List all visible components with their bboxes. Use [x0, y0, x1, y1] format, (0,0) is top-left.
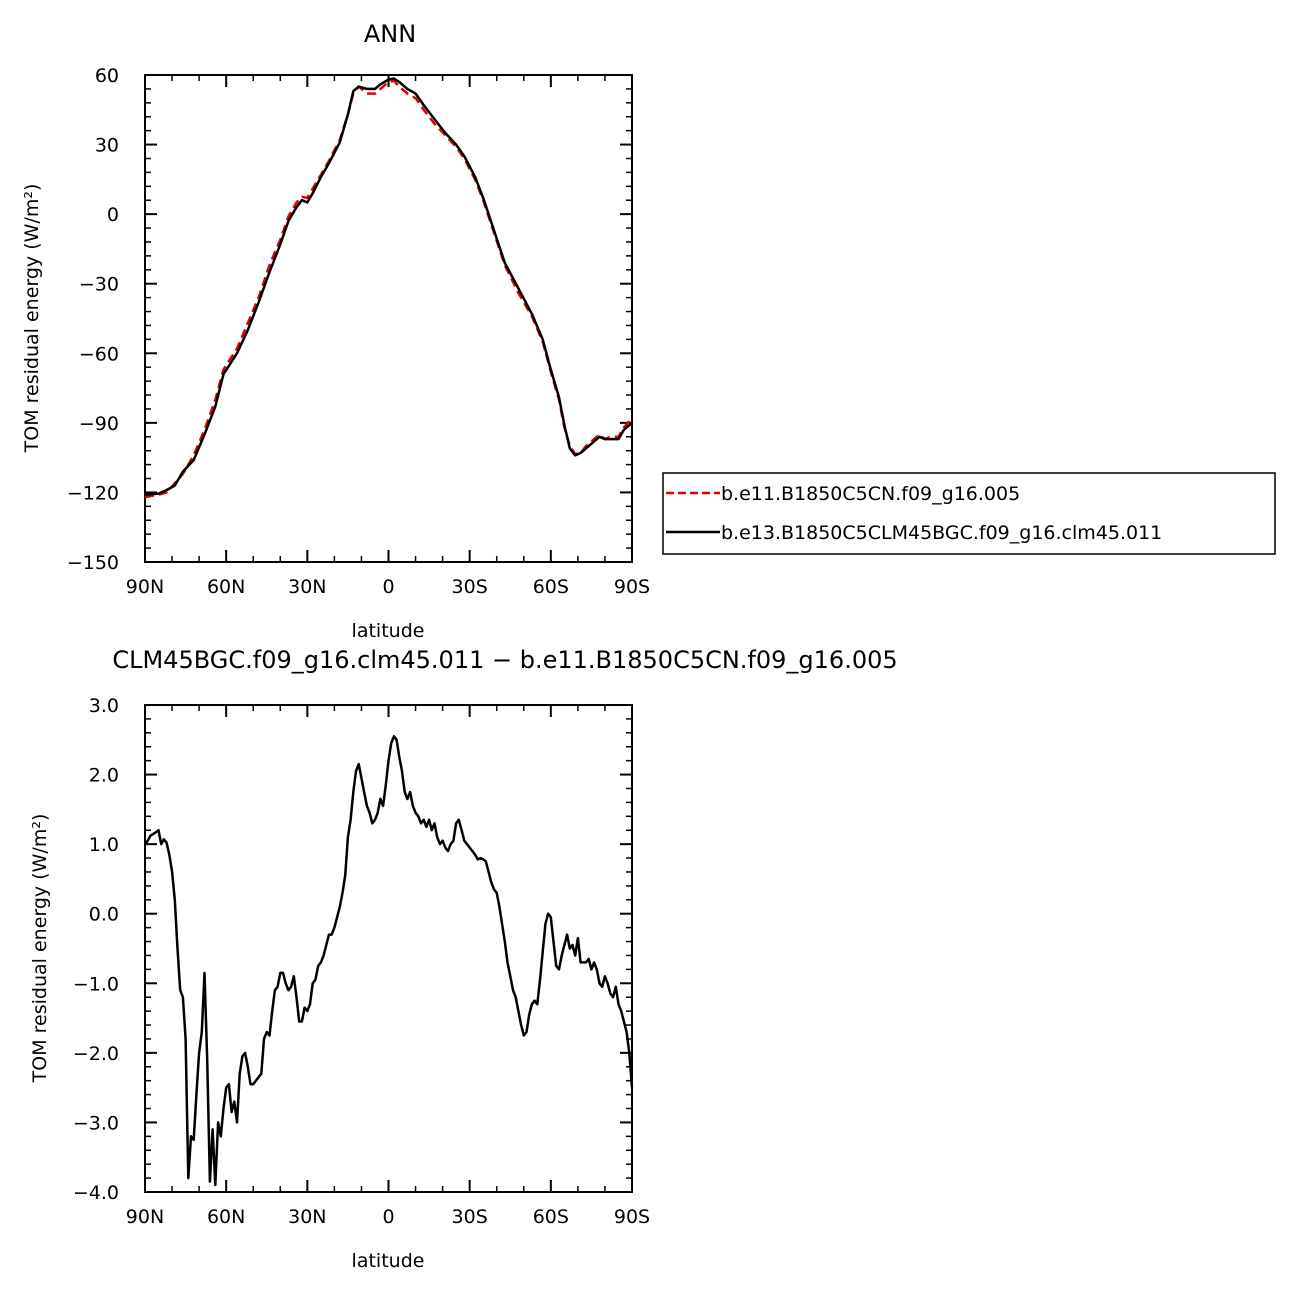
chart-title-bottom: CLM45BGC.f09_g16.clm45.011 − b.e11.B1850…: [112, 646, 897, 674]
y-axis-label-bottom: TOM residual energy (W/m²): [29, 814, 51, 1084]
x-tick-label: 30S: [452, 576, 488, 598]
y-tick-label: 0.0: [89, 904, 119, 926]
x-tick-label: 90S: [614, 576, 650, 598]
y-tick-label: −30: [79, 274, 119, 296]
series-line-1: [144, 79, 633, 499]
y-tick-label: −2.0: [73, 1043, 119, 1065]
y-tick-labels-top: 60 30 0 −30 −60 −90 −120 −150: [67, 65, 119, 574]
y-tick-labels-bottom: 3.0 2.0 1.0 0.0 −1.0 −2.0 −3.0 −4.0: [73, 695, 119, 1204]
y-axis-label-top: TOM residual energy (W/m²): [21, 184, 43, 454]
x-tick-label: 90N: [126, 576, 164, 598]
series-line-1: [144, 735, 634, 1187]
y-tick-label: −1.0: [73, 973, 119, 995]
x-axis-label-top: latitude: [352, 620, 425, 642]
x-tick-label: 60N: [207, 1206, 245, 1228]
y-tick-label: −120: [67, 482, 119, 504]
axis-ticks-top: [144, 74, 633, 563]
series-group-bottom: [144, 735, 634, 1187]
y-tick-label: 0: [107, 204, 119, 226]
y-tick-label: −150: [67, 552, 119, 574]
series-line-2: [144, 77, 633, 496]
x-tick-label: 60S: [533, 1206, 569, 1228]
plot-frame-top: [144, 74, 633, 563]
y-tick-label: 30: [95, 135, 119, 157]
x-tick-labels-bottom: 90N 60N 30N 0 30S 60S 90S: [126, 1206, 650, 1228]
legend-box: [662, 472, 1276, 555]
x-tick-label: 60S: [533, 576, 569, 598]
x-tick-label: 90S: [614, 1206, 650, 1228]
y-tick-label: 60: [95, 65, 119, 87]
y-tick-label: −60: [79, 343, 119, 365]
panel-top: ANN 60 30 0 −30 −60 −90 −120 −150 90N 60N 30N 0 30S…: [21, 20, 650, 642]
y-tick-label: 2.0: [89, 765, 119, 787]
legend-label-series-2: b.e13.B1850C5CLM45BGC.f09_g16.clm45.011: [721, 522, 1162, 544]
x-tick-label: 0: [382, 576, 394, 598]
panel-bottom: CLM45BGC.f09_g16.clm45.011 − b.e11.B1850…: [29, 646, 898, 1272]
chart-title-top: ANN: [364, 20, 416, 48]
legend-label-series-1: b.e11.B1850C5CN.f09_g16.005: [721, 483, 1020, 505]
x-tick-label: 30S: [452, 1206, 488, 1228]
x-tick-label: 90N: [126, 1206, 164, 1228]
x-tick-label: 0: [382, 1206, 394, 1228]
y-tick-label: −90: [79, 413, 119, 435]
x-tick-label: 60N: [207, 576, 245, 598]
axis-ticks-bottom: [144, 704, 633, 1193]
y-tick-label: 3.0: [89, 695, 119, 717]
y-tick-label: 1.0: [89, 834, 119, 856]
x-tick-label: 30N: [288, 1206, 326, 1228]
legend: b.e11.B1850C5CN.f09_g16.005 b.e13.B1850C…: [662, 472, 1276, 555]
x-tick-labels-top: 90N 60N 30N 0 30S 60S 90S: [126, 576, 650, 598]
series-group-top: [144, 77, 633, 499]
x-tick-label: 30N: [288, 576, 326, 598]
plot-frame-bottom: [144, 704, 633, 1193]
y-tick-label: −3.0: [73, 1112, 119, 1134]
x-axis-label-bottom: latitude: [352, 1250, 425, 1272]
y-tick-label: −4.0: [73, 1182, 119, 1204]
